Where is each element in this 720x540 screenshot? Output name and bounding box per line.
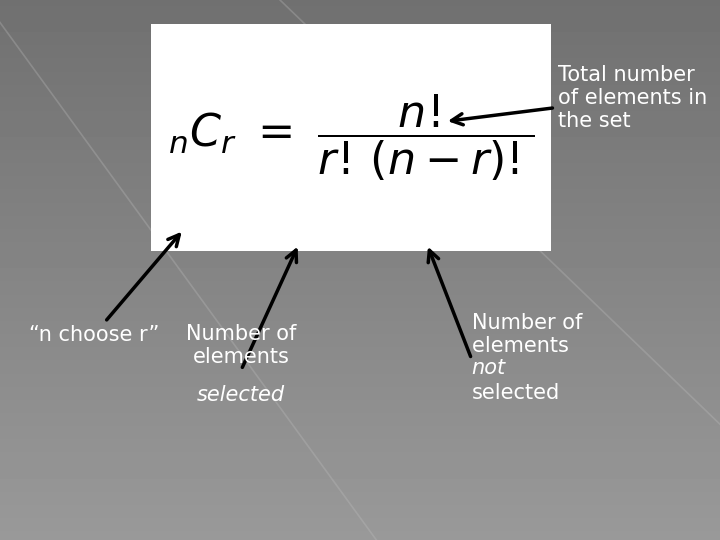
Text: $_{n}C_{r}\ =\ \dfrac{n!}{r!\,(n-r)!}$: $_{n}C_{r}\ =\ \dfrac{n!}{r!\,(n-r)!}$: [168, 92, 534, 183]
Text: Number of
elements: Number of elements: [472, 313, 582, 356]
Text: “n choose r”: “n choose r”: [29, 234, 179, 345]
Text: selected: selected: [472, 383, 560, 403]
Text: selected: selected: [197, 385, 285, 405]
FancyBboxPatch shape: [151, 24, 551, 251]
Text: not: not: [472, 358, 505, 378]
Text: Total number
of elements in
the set: Total number of elements in the set: [451, 65, 707, 131]
Text: Number of
elements: Number of elements: [186, 324, 297, 367]
